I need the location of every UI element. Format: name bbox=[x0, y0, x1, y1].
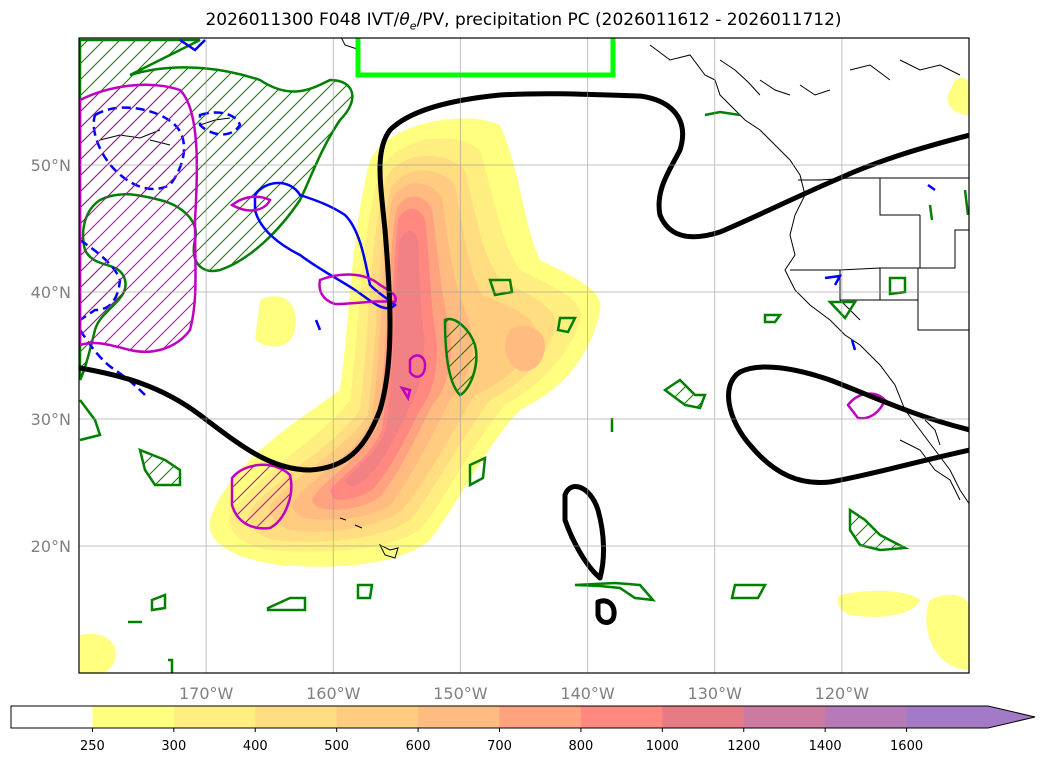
magenta-contour-c bbox=[408, 354, 427, 378]
colorbar-bin bbox=[173, 706, 256, 728]
colorbar-outline bbox=[10, 705, 1036, 729]
ivt-250-sw bbox=[80, 633, 116, 673]
hawaii bbox=[339, 517, 399, 559]
green-contour-m bbox=[356, 583, 374, 600]
lat-label: 20°N bbox=[31, 537, 71, 556]
colorbar-tick-label: 600 bbox=[406, 739, 431, 754]
colorbar-tick-label: 700 bbox=[487, 739, 512, 754]
green-contour-k bbox=[730, 583, 768, 600]
ivt-600-east bbox=[504, 325, 545, 372]
ivt-shading bbox=[80, 78, 969, 673]
colorbar: 250 300 400 500 600 700 800 1000 1200 1400 1600 bbox=[10, 705, 1036, 754]
colorbar-tick-label: 250 bbox=[80, 739, 105, 754]
colorbar-tick-label: 400 bbox=[243, 739, 268, 754]
colorbar-bin bbox=[418, 706, 500, 728]
colorbar-bin bbox=[906, 706, 989, 728]
colorbar-bin bbox=[825, 706, 908, 728]
colorbar-tick-label: 1400 bbox=[809, 739, 842, 754]
magenta-contour-b bbox=[318, 273, 397, 306]
ivt-1000 bbox=[345, 231, 425, 486]
magenta-contour-a bbox=[229, 195, 272, 212]
blue-dashed-n bbox=[198, 111, 242, 136]
colorbar-tick-label: 300 bbox=[161, 739, 186, 754]
green-contour-small bbox=[610, 110, 969, 432]
green-contour-j bbox=[848, 507, 910, 552]
state-borders bbox=[790, 177, 969, 331]
black-contour-small bbox=[595, 598, 617, 625]
lon-label: 120°W bbox=[815, 684, 870, 703]
blue-contour-top bbox=[179, 38, 206, 52]
lon-label: 170°W bbox=[179, 684, 234, 703]
green-contour-n bbox=[266, 596, 307, 612]
title-init: 2026011300 F048 IVT/ bbox=[205, 10, 400, 30]
ivt-250-patch-west bbox=[255, 296, 296, 347]
map-content bbox=[79, 38, 969, 673]
map-title: 2026011300 F048 IVT/θe/PV, precipitation… bbox=[0, 10, 1047, 32]
green-contour-o bbox=[150, 593, 167, 612]
colorbar-bin bbox=[662, 706, 745, 728]
colorbar-bin bbox=[255, 706, 338, 728]
green-contour-l bbox=[574, 581, 657, 602]
green-contour-c bbox=[468, 455, 487, 488]
ivt-250-se bbox=[837, 590, 920, 617]
alaska-coast bbox=[719, 59, 961, 96]
colorbar-bin bbox=[92, 706, 175, 728]
black-contour-east-bottom bbox=[726, 369, 969, 486]
colorbar-bin bbox=[499, 706, 582, 728]
lat-label: 40°N bbox=[31, 283, 71, 302]
colorbar-tick-label: 1600 bbox=[890, 739, 923, 754]
black-contour-south bbox=[562, 484, 607, 581]
green-contour-q bbox=[168, 658, 174, 673]
lat-label: 50°N bbox=[31, 156, 71, 175]
blue-contour-small bbox=[314, 183, 936, 351]
magenta-contour-d bbox=[399, 386, 412, 402]
colorbar-tick-label: 1200 bbox=[727, 739, 760, 754]
ivt-250-ne bbox=[947, 78, 969, 115]
baja bbox=[899, 419, 961, 501]
colorbar-bin bbox=[11, 706, 93, 728]
gridlines bbox=[79, 38, 969, 673]
blue-contour-e bbox=[824, 274, 843, 286]
colorbar-bin bbox=[743, 706, 826, 728]
green-contour-b bbox=[556, 316, 578, 334]
colorbar-bin bbox=[580, 706, 663, 728]
colorbar-extend-arrow bbox=[988, 706, 1035, 728]
colorbar-bin bbox=[336, 706, 419, 728]
magenta-contours bbox=[79, 83, 887, 530]
lon-labels: 170°W 160°W 150°W 140°W 130°W 120°W bbox=[179, 684, 869, 703]
green-contour-i bbox=[763, 313, 783, 324]
green-contour-f bbox=[662, 378, 707, 410]
colorbar-tick-label: 500 bbox=[324, 739, 349, 754]
map-frame bbox=[78, 37, 970, 674]
ivt-250-se2 bbox=[926, 594, 969, 670]
magenta-contour-e bbox=[230, 463, 293, 530]
lon-label: 150°W bbox=[433, 684, 488, 703]
green-contour-e bbox=[79, 399, 102, 442]
lat-labels: 50°N 40°N 30°N 20°N bbox=[31, 156, 71, 556]
green-contour-g bbox=[827, 300, 858, 321]
black-contours bbox=[79, 91, 969, 625]
black-contour-main bbox=[79, 91, 969, 473]
green-contour-d bbox=[138, 447, 182, 487]
colorbar-tick-label: 800 bbox=[569, 739, 594, 754]
lon-label: 130°W bbox=[688, 684, 743, 703]
black-contour-east-top bbox=[737, 364, 969, 433]
magenta-contour-nw bbox=[79, 83, 199, 354]
title-rest: /PV, precipitation PC (2026011612 - 2026… bbox=[416, 10, 842, 30]
west-coast-na bbox=[649, 44, 969, 505]
lon-label: 140°W bbox=[560, 684, 615, 703]
lat-label: 30°N bbox=[31, 410, 71, 429]
title-theta: θ bbox=[399, 10, 410, 30]
colorbar-tick-label: 1000 bbox=[646, 739, 679, 754]
title-theta-sub: e bbox=[409, 19, 417, 33]
lon-label: 160°W bbox=[306, 684, 361, 703]
lime-box bbox=[355, 38, 616, 78]
